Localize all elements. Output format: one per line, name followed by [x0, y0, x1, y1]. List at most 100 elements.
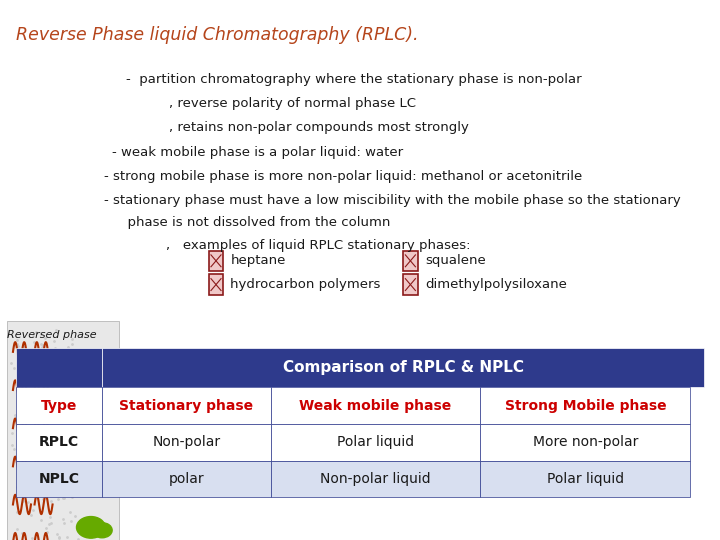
Point — [45, 434, 56, 443]
Point — [34, 450, 45, 459]
Point — [64, 460, 76, 469]
Point — [71, 350, 82, 359]
Point — [23, 363, 35, 372]
Point — [25, 484, 37, 493]
Point — [46, 370, 58, 379]
Point — [58, 494, 70, 503]
Point — [31, 400, 42, 409]
Point — [48, 349, 60, 358]
Point — [59, 411, 71, 420]
Text: Non-polar liquid: Non-polar liquid — [320, 472, 431, 486]
Circle shape — [75, 363, 101, 382]
Text: -  partition chromatography where the stationary phase is non-polar: - partition chromatography where the sta… — [126, 73, 582, 86]
Point — [6, 429, 18, 437]
FancyBboxPatch shape — [480, 424, 690, 461]
Text: polar: polar — [168, 472, 204, 486]
Point — [50, 465, 61, 474]
FancyBboxPatch shape — [16, 424, 102, 461]
Point — [63, 379, 74, 387]
Point — [27, 476, 38, 484]
Point — [60, 359, 72, 367]
Point — [35, 369, 47, 378]
Point — [63, 409, 74, 417]
Point — [14, 442, 26, 451]
Point — [26, 534, 37, 540]
Point — [37, 370, 49, 379]
Point — [53, 534, 65, 540]
FancyBboxPatch shape — [16, 461, 102, 497]
Point — [24, 379, 35, 387]
FancyBboxPatch shape — [102, 387, 271, 424]
Point — [37, 382, 49, 391]
FancyBboxPatch shape — [102, 424, 271, 461]
Point — [23, 497, 35, 506]
Circle shape — [76, 517, 105, 538]
Point — [17, 497, 29, 505]
Point — [16, 368, 27, 377]
Point — [70, 422, 81, 431]
Point — [59, 519, 71, 528]
Point — [30, 463, 41, 472]
Point — [69, 438, 81, 447]
Point — [28, 376, 40, 385]
Point — [14, 481, 26, 489]
Point — [67, 335, 78, 343]
Point — [35, 340, 47, 349]
Point — [35, 435, 47, 444]
Point — [30, 328, 42, 336]
Point — [72, 456, 84, 465]
Point — [40, 523, 52, 532]
Point — [17, 472, 29, 481]
Text: Stationary phase: Stationary phase — [119, 399, 253, 413]
Point — [44, 519, 55, 528]
FancyBboxPatch shape — [403, 274, 418, 295]
Text: Reversed phase: Reversed phase — [7, 330, 96, 341]
Point — [19, 483, 30, 491]
Point — [63, 431, 74, 440]
Point — [25, 388, 37, 396]
Text: Comparison of RPLC & NPLC: Comparison of RPLC & NPLC — [282, 360, 523, 375]
Point — [55, 409, 66, 417]
Point — [19, 418, 30, 427]
Point — [61, 532, 73, 540]
FancyBboxPatch shape — [102, 461, 271, 497]
Point — [58, 384, 70, 393]
Point — [68, 383, 79, 392]
Circle shape — [87, 366, 106, 380]
Point — [50, 326, 62, 335]
FancyBboxPatch shape — [7, 321, 119, 540]
Point — [62, 428, 73, 437]
Point — [39, 418, 50, 427]
Point — [48, 488, 60, 497]
Point — [62, 342, 73, 351]
FancyBboxPatch shape — [271, 387, 480, 424]
Point — [16, 454, 27, 462]
Text: Reverse Phase liquid Chromatography (RPLC).: Reverse Phase liquid Chromatography (RPL… — [16, 26, 418, 44]
FancyBboxPatch shape — [102, 348, 704, 387]
Point — [50, 459, 62, 468]
Point — [37, 495, 48, 503]
FancyBboxPatch shape — [209, 274, 223, 295]
Point — [23, 450, 35, 459]
Text: hydrocarbon polymers: hydrocarbon polymers — [230, 278, 381, 291]
Point — [62, 384, 73, 393]
Point — [13, 434, 24, 443]
Point — [36, 492, 48, 501]
Point — [24, 422, 35, 430]
Point — [11, 508, 22, 516]
Point — [27, 506, 38, 515]
Point — [18, 376, 30, 385]
FancyBboxPatch shape — [16, 348, 102, 387]
FancyBboxPatch shape — [271, 424, 480, 461]
Point — [51, 454, 63, 462]
Point — [19, 343, 30, 352]
Point — [59, 363, 71, 372]
Point — [60, 413, 72, 422]
Point — [51, 530, 63, 538]
Text: - weak mobile phase is a polar liquid: water: - weak mobile phase is a polar liquid: w… — [112, 146, 402, 159]
Point — [48, 336, 60, 345]
Text: NPLC: NPLC — [38, 472, 79, 486]
Point — [8, 364, 19, 373]
Point — [35, 401, 47, 409]
Point — [13, 383, 24, 391]
